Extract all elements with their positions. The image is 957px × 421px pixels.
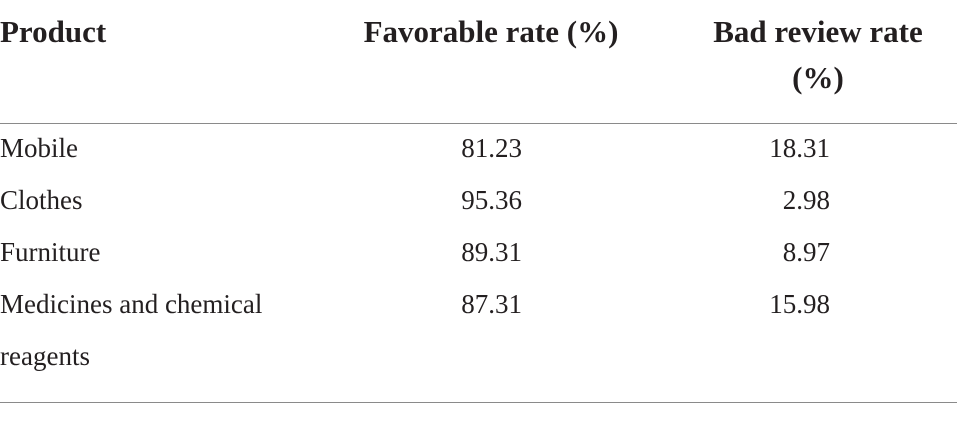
column-header: Product bbox=[0, 14, 107, 49]
row-label: Medicines and chemical reagents bbox=[0, 289, 263, 371]
row-label: Mobile bbox=[0, 133, 78, 163]
header-rule bbox=[0, 123, 957, 124]
cell-value: 81.23 bbox=[461, 133, 522, 163]
cell-value: 2.98 bbox=[782, 185, 830, 215]
bottom-rule bbox=[0, 402, 957, 403]
column-header: Bad review rate (%) bbox=[713, 14, 923, 95]
row-label: Furniture bbox=[0, 237, 101, 267]
cell-value: 87.31 bbox=[461, 289, 522, 319]
cell-value: 95.36 bbox=[461, 185, 522, 215]
cell-value: 18.31 bbox=[769, 133, 830, 163]
cell-value: 15.98 bbox=[769, 289, 830, 319]
row-label: Clothes bbox=[0, 185, 83, 215]
cell-value: 89.31 bbox=[461, 237, 522, 267]
cell-value: 8.97 bbox=[782, 237, 830, 267]
column-header: Favorable rate (%) bbox=[363, 14, 619, 49]
